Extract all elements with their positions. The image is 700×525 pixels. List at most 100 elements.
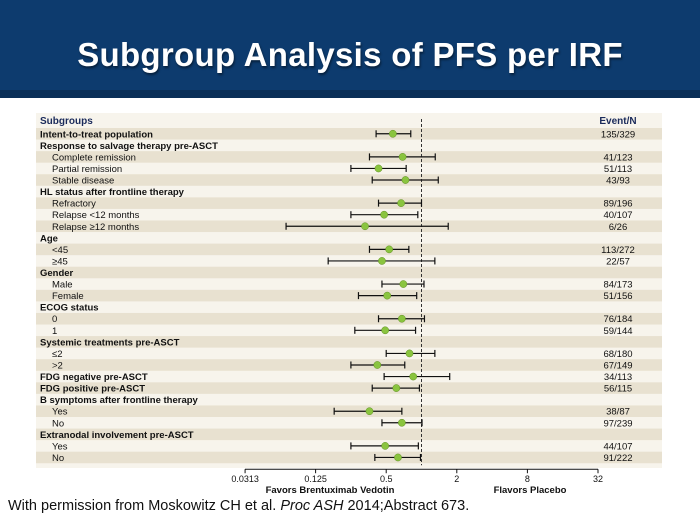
citation-prefix: With permission from Moskowitz CH et al. bbox=[8, 498, 281, 514]
row-events: 89/196 bbox=[603, 199, 632, 210]
row-label: Response to salvage therapy pre-ASCT bbox=[40, 141, 218, 152]
row-label: Male bbox=[52, 280, 73, 291]
slide-title: Subgroup Analysis of PFS per IRF bbox=[77, 36, 623, 73]
hazard-ratio-point bbox=[383, 291, 392, 300]
row-label: FDG negative pre-ASCT bbox=[40, 372, 148, 383]
row-label: Female bbox=[52, 291, 84, 302]
subgroups-column-header: Subgroups bbox=[40, 116, 93, 127]
title-banner: Subgroup Analysis of PFS per IRF bbox=[0, 0, 700, 98]
row-label: HL status after frontline therapy bbox=[40, 187, 185, 198]
row-label: ≤2 bbox=[52, 349, 63, 360]
row-label: Intent-to-treat population bbox=[40, 129, 153, 140]
row-events: 56/115 bbox=[604, 384, 632, 395]
hazard-ratio-point bbox=[378, 257, 386, 265]
row-band bbox=[36, 451, 662, 464]
row-events: 76/184 bbox=[603, 314, 632, 325]
hazard-ratio-point bbox=[392, 384, 401, 392]
row-label: Age bbox=[40, 233, 58, 244]
hazard-ratio-point bbox=[361, 222, 369, 231]
row-events: 68/180 bbox=[603, 349, 632, 360]
row-label: Complete remission bbox=[52, 152, 136, 163]
row-label: No bbox=[52, 418, 64, 429]
forest-plot: Subgroups Event/N Intent-to-treat populati… bbox=[36, 113, 662, 495]
row-events: 84/173 bbox=[603, 280, 632, 291]
row-band bbox=[36, 128, 662, 140]
row-band bbox=[36, 266, 662, 279]
hazard-ratio-point bbox=[374, 164, 383, 173]
x-tick-label: 0.5 bbox=[380, 474, 393, 484]
row-label: >2 bbox=[52, 360, 63, 371]
row-label: Partial remission bbox=[52, 164, 122, 175]
row-events: 51/156 bbox=[603, 291, 632, 302]
row-events: 97/239 bbox=[603, 418, 632, 429]
x-tick-label: 8 bbox=[525, 474, 530, 484]
x-tick-label: 0.125 bbox=[304, 474, 327, 484]
row-events: 59/144 bbox=[603, 326, 632, 337]
row-label: Refractory bbox=[52, 199, 96, 210]
hazard-ratio-point bbox=[397, 199, 405, 207]
row-label: Gender bbox=[40, 268, 74, 279]
row-band bbox=[36, 174, 662, 186]
hazard-ratio-point bbox=[401, 176, 410, 184]
row-band bbox=[36, 336, 662, 348]
row-band bbox=[36, 359, 662, 371]
x-right-label: Flavors Placebo bbox=[494, 485, 567, 495]
citation-suffix: 2014;Abstract 673. bbox=[343, 498, 470, 514]
hazard-ratio-point bbox=[389, 129, 397, 138]
row-label: B symptoms after frontline therapy bbox=[40, 395, 199, 406]
row-band bbox=[36, 312, 662, 325]
row-events: 34/113 bbox=[604, 372, 632, 383]
row-label: Yes bbox=[52, 441, 68, 452]
row-events: 44/107 bbox=[603, 441, 632, 452]
citation-journal: Proc ASH bbox=[280, 498, 344, 514]
row-events: 43/93 bbox=[606, 176, 630, 187]
x-tick-label: 0.0313 bbox=[231, 474, 259, 484]
hazard-ratio-point bbox=[381, 326, 390, 335]
hazard-ratio-point bbox=[398, 153, 407, 161]
x-tick-label: 32 bbox=[593, 474, 603, 484]
title-banner-band bbox=[0, 90, 700, 98]
hazard-ratio-point bbox=[385, 245, 394, 254]
row-label: ≥45 bbox=[52, 256, 68, 267]
row-label: FDG positive pre-ASCT bbox=[40, 384, 145, 395]
row-events: 51/113 bbox=[604, 164, 632, 175]
row-events: 91/222 bbox=[603, 453, 632, 464]
row-label: 1 bbox=[52, 326, 57, 337]
row-label: No bbox=[52, 453, 64, 464]
row-events: 40/107 bbox=[603, 210, 632, 221]
row-label: Yes bbox=[52, 407, 68, 418]
hazard-ratio-point bbox=[365, 407, 374, 416]
hazard-ratio-point bbox=[398, 314, 406, 323]
citation: With permission from Moskowitz CH et al.… bbox=[8, 498, 469, 514]
hazard-ratio-point bbox=[381, 442, 390, 450]
row-events: 22/57 bbox=[606, 256, 630, 267]
row-label: <45 bbox=[52, 245, 68, 256]
hazard-ratio-point bbox=[373, 361, 382, 369]
row-label: Relapse <12 months bbox=[52, 210, 140, 221]
row-band bbox=[36, 428, 662, 441]
x-left-label: Favors Brentuximab Vedotin bbox=[266, 485, 395, 495]
row-events: 67/149 bbox=[603, 360, 632, 371]
events-column-header: Event/N bbox=[599, 116, 636, 127]
row-events: 41/123 bbox=[603, 152, 632, 163]
row-events: 135/329 bbox=[601, 129, 635, 140]
row-label: 0 bbox=[52, 314, 57, 325]
hazard-ratio-point bbox=[398, 418, 406, 427]
hazard-ratio-point bbox=[405, 349, 414, 358]
row-label: Relapse ≥12 months bbox=[52, 222, 139, 233]
hazard-ratio-point bbox=[399, 280, 408, 288]
row-events: 6/26 bbox=[609, 222, 628, 233]
hazard-ratio-point bbox=[409, 372, 418, 381]
hazard-ratio-point bbox=[394, 453, 402, 462]
x-tick-label: 2 bbox=[454, 474, 459, 484]
row-band bbox=[36, 243, 662, 256]
row-label: Stable disease bbox=[52, 176, 114, 187]
row-band bbox=[36, 151, 662, 163]
row-band bbox=[36, 197, 662, 209]
row-events: 113/272 bbox=[601, 245, 635, 256]
row-label: Extranodal involvement pre-ASCT bbox=[40, 430, 194, 441]
row-events: 38/87 bbox=[606, 407, 630, 418]
row-label: ECOG status bbox=[40, 303, 99, 314]
row-band bbox=[36, 289, 662, 302]
row-label: Systemic treatments pre-ASCT bbox=[40, 337, 180, 348]
